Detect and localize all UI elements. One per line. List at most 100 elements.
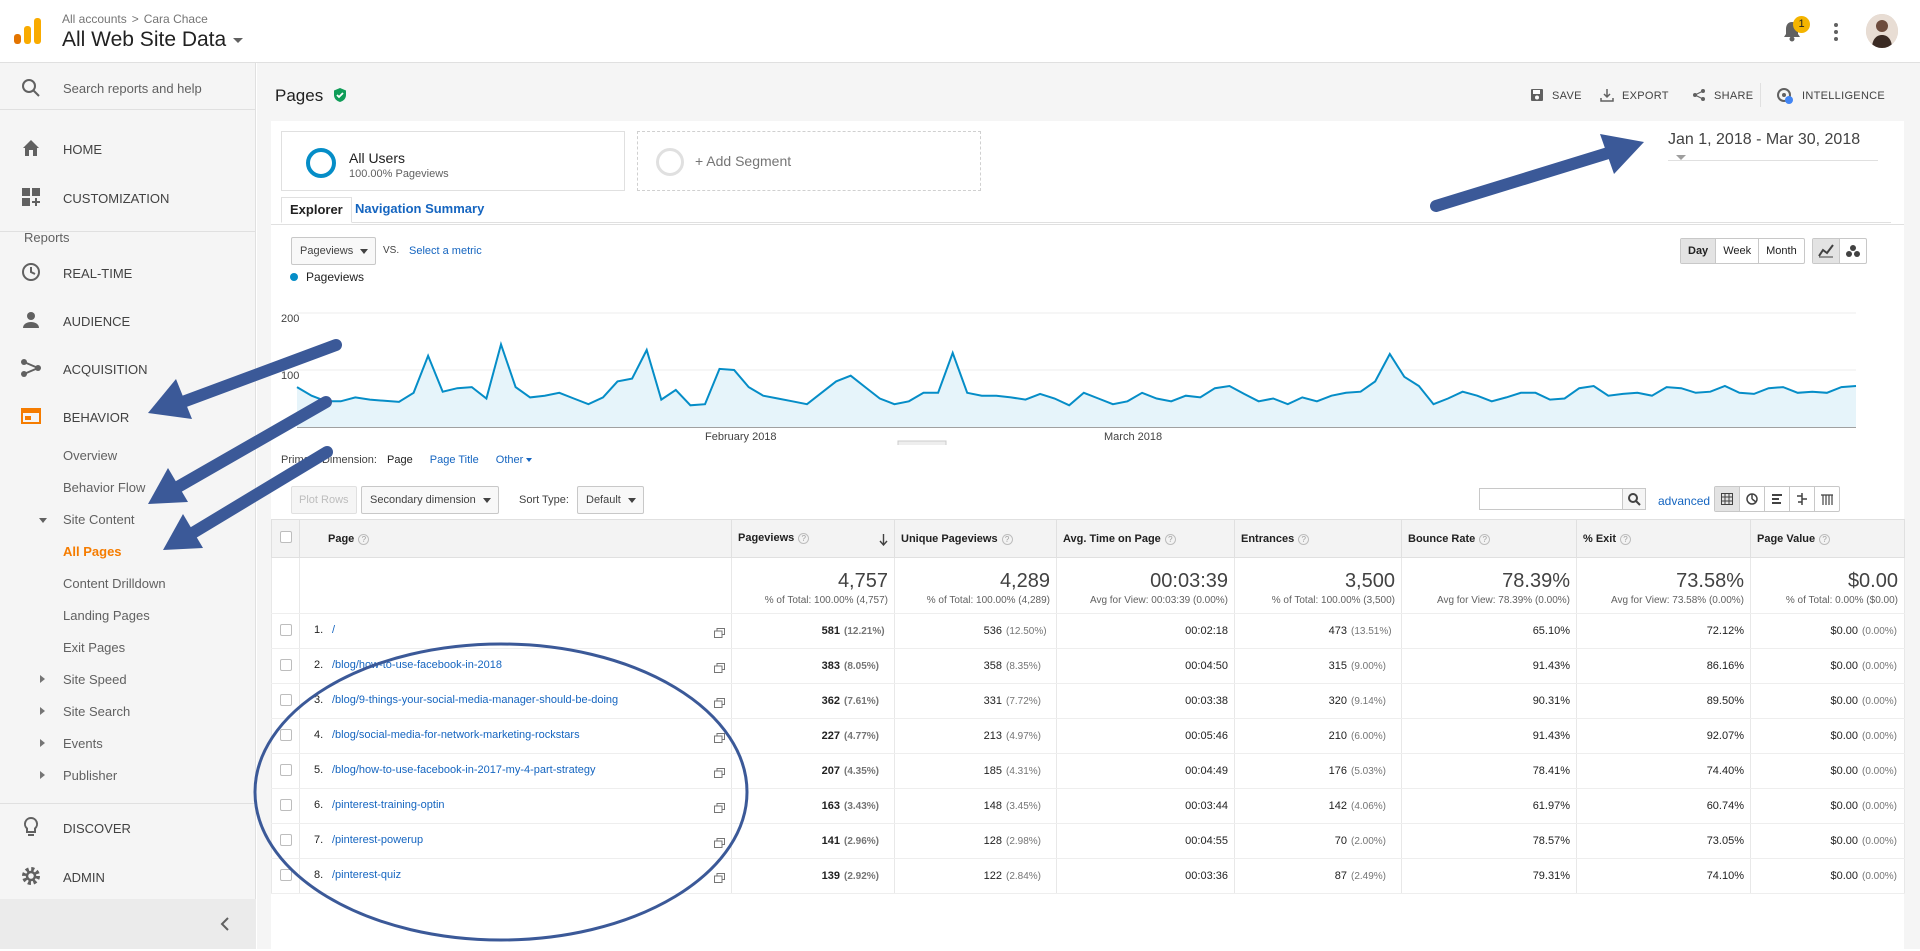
advanced-filter-link[interactable]: advanced: [1658, 494, 1711, 508]
comparison-view-button[interactable]: [1790, 487, 1815, 511]
avatar[interactable]: [1866, 14, 1898, 48]
page-link[interactable]: /blog/how-to-use-facebook-in-2018: [332, 659, 502, 671]
segment-all-users[interactable]: All Users 100.00% Pageviews: [281, 131, 625, 191]
column-header-page[interactable]: Page?: [299, 519, 732, 558]
table-search-input[interactable]: [1479, 488, 1623, 510]
row-checkbox-cell: [271, 753, 300, 789]
sidebar-item-overview[interactable]: Overview: [63, 448, 118, 463]
row-checkbox[interactable]: [279, 868, 292, 881]
expand-right-icon[interactable]: [40, 707, 45, 715]
column-header-unique-pageviews[interactable]: Unique Pageviews?: [894, 519, 1057, 558]
dimension-page-title[interactable]: Page Title: [429, 454, 479, 466]
sidebar-item-content-drilldown[interactable]: Content Drilldown: [63, 576, 166, 591]
table-search-button[interactable]: [1622, 488, 1646, 510]
page-link[interactable]: /pinterest-training-optin: [332, 799, 445, 811]
save-button[interactable]: SAVE: [1531, 89, 1582, 102]
share-button[interactable]: SHARE: [1693, 89, 1753, 102]
sidebar-item-events[interactable]: Events: [63, 736, 103, 751]
table-view-button[interactable]: [1715, 487, 1740, 511]
line-chart-button[interactable]: [1813, 239, 1840, 263]
page-link[interactable]: /pinterest-powerup: [332, 834, 424, 846]
sidebar-item-landing-pages[interactable]: Landing Pages: [63, 608, 150, 623]
chart-resize-handle[interactable]: [897, 440, 947, 445]
column-header-avg-time[interactable]: Avg. Time on Page?: [1056, 519, 1235, 558]
row-checkbox[interactable]: [279, 728, 292, 741]
sidebar-item-home[interactable]: HOME: [0, 137, 256, 161]
row-checkbox[interactable]: [279, 693, 292, 706]
sidebar-search[interactable]: Search reports and help: [0, 77, 256, 101]
open-external-icon[interactable]: [714, 698, 725, 708]
page-link[interactable]: /blog/how-to-use-facebook-in-2017-my-4-p…: [332, 764, 596, 776]
expand-right-icon[interactable]: [40, 675, 45, 683]
page-link[interactable]: /blog/9-things-your-social-media-manager…: [332, 694, 619, 706]
page-link[interactable]: /: [332, 624, 336, 636]
open-external-icon[interactable]: [714, 803, 725, 813]
metric-selector[interactable]: Pageviews: [291, 237, 377, 265]
select-metric-link[interactable]: Select a metric: [409, 245, 482, 257]
row-checkbox[interactable]: [279, 798, 292, 811]
row-checkbox[interactable]: [279, 623, 292, 636]
day-button[interactable]: Day: [1681, 239, 1717, 263]
sidebar-item-realtime[interactable]: REAL-TIME: [0, 261, 256, 285]
column-header-exit[interactable]: % Exit?: [1576, 519, 1751, 558]
date-range-picker[interactable]: Jan 1, 2018 - Mar 30, 2018: [1668, 131, 1878, 161]
row-checkbox[interactable]: [279, 763, 292, 776]
plot-rows-button[interactable]: Plot Rows: [291, 486, 357, 514]
sidebar-item-site-speed[interactable]: Site Speed: [63, 672, 127, 687]
sidebar-item-site-search[interactable]: Site Search: [63, 704, 131, 719]
sidebar-item-acquisition[interactable]: ACQUISITION: [0, 357, 256, 381]
expand-right-icon[interactable]: [40, 739, 45, 747]
more-vert-icon[interactable]: [1833, 22, 1839, 42]
open-external-icon[interactable]: [714, 838, 725, 848]
row-checkbox[interactable]: [279, 658, 292, 671]
select-all-checkbox[interactable]: [279, 531, 292, 543]
row-number: 5.: [314, 764, 324, 776]
row-checkbox[interactable]: [279, 833, 292, 846]
segment-subtitle: 100.00% Pageviews: [349, 168, 449, 180]
series-line-pageviews[interactable]: [296, 340, 1857, 407]
pie-view-button[interactable]: [1740, 487, 1765, 511]
open-external-icon[interactable]: [714, 873, 725, 883]
expand-down-icon[interactable]: [39, 518, 47, 523]
pivot-view-button[interactable]: [1815, 487, 1839, 511]
sidebar-item-behavior[interactable]: BEHAVIOR: [0, 405, 256, 429]
sort-type-dropdown[interactable]: Default: [577, 486, 644, 514]
open-external-icon[interactable]: [714, 628, 725, 638]
page-link[interactable]: /blog/social-media-for-network-marketing…: [332, 729, 580, 741]
analytics-logo-icon[interactable]: [14, 18, 42, 44]
column-header-pageviews[interactable]: Pageviews?: [731, 519, 895, 558]
open-external-icon[interactable]: [714, 663, 725, 673]
month-button[interactable]: Month: [1766, 245, 1797, 257]
chevron-down-icon: [627, 498, 636, 503]
tab-explorer[interactable]: Explorer: [281, 197, 352, 223]
motion-chart-button[interactable]: [1840, 239, 1866, 263]
column-header-bounce-rate[interactable]: Bounce Rate?: [1401, 519, 1577, 558]
collapse-sidebar[interactable]: [0, 899, 256, 949]
sidebar-item-admin[interactable]: ADMIN: [0, 865, 256, 889]
sidebar-item-behavior-flow[interactable]: Behavior Flow: [63, 480, 146, 495]
sidebar-item-customization[interactable]: CUSTOMIZATION: [0, 186, 256, 210]
sidebar-item-site-content[interactable]: Site Content: [63, 512, 135, 527]
tab-navigation-summary[interactable]: Navigation Summary: [355, 201, 485, 216]
intelligence-button[interactable]: INTELLIGENCE: [1777, 88, 1885, 104]
dimension-page[interactable]: Page: [387, 454, 413, 466]
breadcrumb[interactable]: All accounts > Cara Chace: [62, 12, 208, 26]
column-header-entrances[interactable]: Entrances?: [1234, 519, 1402, 558]
export-button[interactable]: EXPORT: [1600, 89, 1669, 102]
secondary-dimension-dropdown[interactable]: Secondary dimension: [361, 486, 499, 514]
open-external-icon[interactable]: [714, 768, 725, 778]
add-segment-button[interactable]: + Add Segment: [637, 131, 981, 191]
open-external-icon[interactable]: [714, 733, 725, 743]
expand-right-icon[interactable]: [40, 771, 45, 779]
page-link[interactable]: /pinterest-quiz: [332, 869, 402, 881]
dimension-other[interactable]: Other: [496, 454, 533, 466]
property-selector[interactable]: All Web Site Data: [62, 28, 244, 52]
bar-view-button[interactable]: [1765, 487, 1790, 511]
sidebar-item-audience[interactable]: AUDIENCE: [0, 309, 256, 333]
sidebar-item-all-pages[interactable]: All Pages: [63, 544, 122, 559]
column-header-page-value[interactable]: Page Value?: [1750, 519, 1905, 558]
week-button[interactable]: Week: [1716, 239, 1760, 263]
sidebar-item-exit-pages[interactable]: Exit Pages: [63, 640, 126, 655]
sidebar-item-discover[interactable]: DISCOVER: [0, 816, 256, 840]
sidebar-item-publisher[interactable]: Publisher: [63, 768, 118, 783]
